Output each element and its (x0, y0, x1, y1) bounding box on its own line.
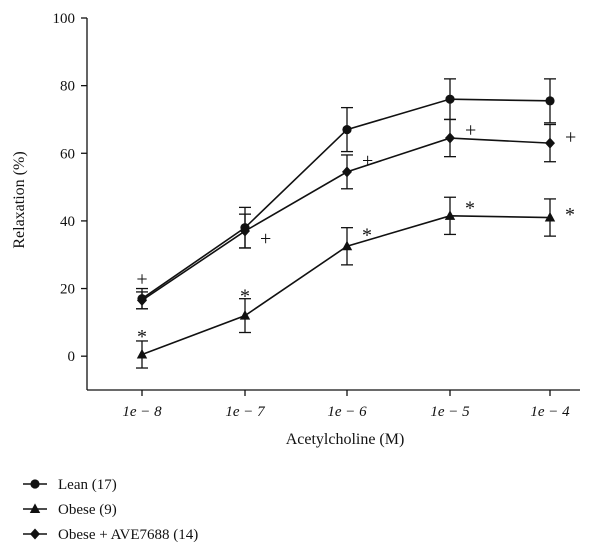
y-tick-label: 100 (53, 11, 76, 27)
data-point (445, 132, 455, 144)
significance-plus: + (362, 150, 373, 172)
x-tick-label: 1e − 8 (122, 404, 162, 420)
series-line (141, 137, 551, 302)
significance-plus: + (260, 228, 271, 250)
x-tick-label: 1e − 7 (225, 404, 266, 420)
data-point (342, 166, 352, 178)
y-tick-label: 80 (60, 79, 75, 95)
data-point (240, 225, 250, 237)
series-circle (136, 78, 556, 310)
legend-label: Obese + AVE7688 (14) (58, 527, 198, 543)
legend-marker (29, 503, 41, 513)
y-tick-label: 60 (60, 146, 75, 162)
y-axis-title: Relaxation (%) (11, 151, 28, 248)
significance-asterisk: * (465, 197, 475, 219)
significance-plus: + (465, 120, 476, 142)
data-point (544, 211, 556, 222)
y-tick-label: 20 (60, 282, 75, 298)
legend-label: Lean (17) (58, 477, 117, 493)
legend-marker (30, 479, 40, 489)
data-point (137, 294, 147, 306)
legend-item: Obese (9) (23, 502, 117, 518)
series-group (136, 78, 556, 369)
y-axis: 0 20 40 60 80 100 (53, 11, 88, 390)
x-axis: 1e − 8 1e − 7 1e − 6 1e − 5 1e − 4 (87, 389, 580, 420)
significance-asterisk: * (565, 204, 575, 226)
series-triangle (136, 196, 556, 369)
y-tick-label: 0 (68, 349, 76, 365)
y-tick-label: 40 (60, 214, 75, 230)
x-axis-title: Acetylcholine (M) (286, 431, 405, 448)
significance-asterisk: * (240, 285, 250, 307)
series-line (141, 215, 551, 356)
data-point (342, 125, 352, 135)
significance-asterisk: * (137, 326, 147, 348)
data-point (545, 137, 555, 149)
significance-asterisk: * (362, 224, 372, 246)
legend-label: Obese (9) (58, 502, 117, 518)
annotations: + * + * + * + * + * (136, 120, 576, 348)
data-point (136, 348, 148, 359)
x-tick-label: 1e − 5 (430, 404, 470, 420)
data-point (239, 310, 251, 320)
data-point (341, 240, 353, 251)
significance-plus: + (565, 126, 576, 148)
legend-item: Lean (17) (23, 477, 117, 493)
significance-plus: + (136, 268, 147, 290)
x-tick-label: 1e − 6 (327, 404, 367, 420)
x-tick-label: 1e − 4 (530, 404, 570, 420)
data-point (444, 210, 456, 220)
data-point (545, 96, 555, 106)
legend-marker (30, 528, 40, 540)
data-point (445, 94, 455, 104)
legend-item: Obese + AVE7688 (14) (23, 527, 198, 543)
legend: Lean (17) Obese (9) Obese + AVE7688 (14) (23, 477, 198, 543)
series-diamond (136, 118, 556, 310)
